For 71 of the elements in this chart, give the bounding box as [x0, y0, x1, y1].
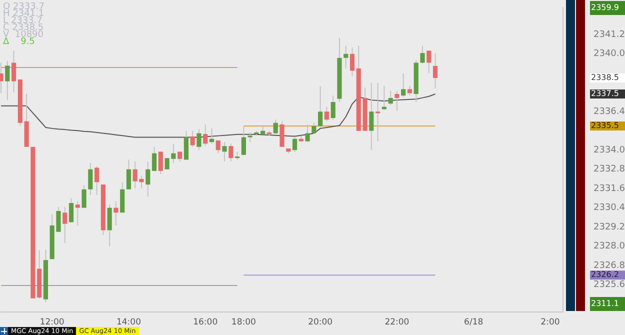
x-tick-label: 16:00: [193, 317, 218, 328]
candlestick: [75, 200, 80, 226]
candlestick: [68, 198, 74, 223]
y-tick-label: 2336.4: [594, 106, 625, 117]
candlestick: [146, 160, 150, 198]
candlestick: [324, 106, 330, 122]
candlestick: [280, 120, 284, 148]
candlestick: [407, 85, 412, 96]
candlestick: [120, 182, 125, 214]
candlestick: [401, 72, 406, 98]
x-tick-label: 22:00: [384, 317, 410, 328]
candlestick: [248, 132, 252, 143]
candlestick: [228, 143, 234, 162]
candlestick: [216, 140, 220, 154]
text: 2311.1: [591, 299, 619, 308]
x-tick-label: 12:00: [40, 317, 64, 328]
y-tick-label: 2332.8: [594, 164, 625, 175]
candlestick: [209, 128, 214, 144]
candlestick: [62, 206, 68, 244]
candlestick: [369, 82, 374, 151]
y-tick-label: 2328.0: [594, 242, 625, 252]
candlestick: [126, 159, 132, 190]
candlestick: [178, 151, 182, 162]
candlestick: [88, 162, 93, 196]
candlestick: [388, 90, 393, 106]
candlestick: [184, 130, 189, 160]
y-tick-label: 2326.8: [594, 260, 625, 271]
text: 2335.5: [591, 121, 619, 130]
y-tick-label: 2340.0: [594, 49, 625, 60]
candlestick: [344, 45, 348, 69]
candlestick: [11, 50, 16, 93]
candlestick: [330, 95, 336, 120]
y-tick-label: 2341.2: [594, 30, 625, 40]
candlestick: [107, 204, 112, 247]
y-tick-label: 2334.0: [594, 145, 625, 156]
text: 2337.5: [591, 89, 619, 98]
candlestick: [152, 146, 157, 172]
x-tick-label: 18:00: [231, 317, 256, 328]
candlestick: [375, 82, 380, 142]
text: 2338.5: [591, 73, 619, 82]
candlestick: [420, 45, 425, 64]
x-tick-label: 2:00: [540, 317, 560, 328]
candlestick: [318, 85, 323, 128]
candlestick: [394, 90, 400, 112]
candlestick: [273, 119, 278, 135]
candlestick: [94, 166, 100, 196]
y-tick-label: 2331.6: [594, 184, 625, 194]
annotation: Δ 9.5: [3, 36, 35, 47]
text: 2326.2: [591, 270, 619, 280]
candlestick: [312, 122, 316, 135]
candlestick: [350, 46, 355, 77]
candlestick: [82, 184, 86, 208]
y-tick-label: 2325.6: [594, 280, 625, 290]
candlestick: [190, 130, 195, 148]
x-tick-label: 20:00: [308, 317, 333, 328]
candlestick: [158, 151, 163, 175]
candlestick: [432, 52, 438, 89]
candlestick: [196, 128, 202, 151]
y-tick-label: 2330.4: [594, 203, 625, 214]
x-tick-label: 6/18: [464, 317, 484, 328]
candlestick: [292, 136, 298, 152]
candlestick: [305, 124, 310, 143]
text: 2359.9: [591, 3, 619, 12]
candlestick: [203, 124, 208, 147]
candlestick: [222, 142, 227, 162]
y-tick-label: 2329.2: [594, 222, 625, 232]
candlestick: [114, 200, 118, 226]
candlestick: [5, 60, 10, 101]
x-tick-label: 14:00: [116, 317, 141, 328]
candlestick: [426, 50, 432, 74]
candlestick: [241, 126, 246, 156]
